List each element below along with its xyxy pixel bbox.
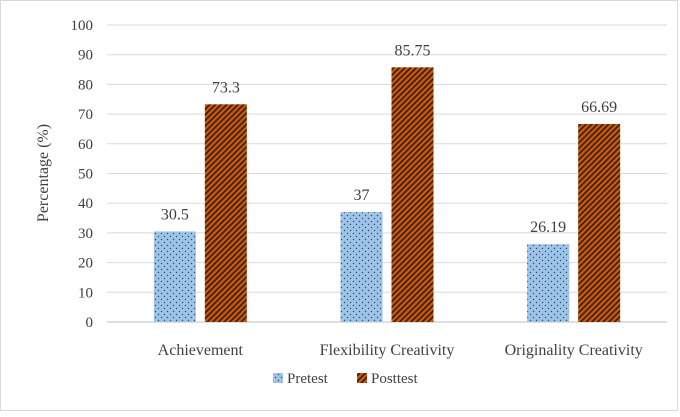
legend-swatch-posttest — [357, 373, 367, 383]
data-label: 30.5 — [161, 206, 189, 223]
x-category-label: Achievement — [158, 342, 244, 359]
y-tick-label: 30 — [78, 226, 93, 242]
y-tick-label: 20 — [78, 256, 93, 272]
y-tick-label: 80 — [78, 77, 93, 93]
data-label: 66.69 — [581, 99, 617, 116]
data-labels: 30.5 73.3 37 85.75 26.19 66.69 — [161, 42, 617, 236]
bar-pretest — [527, 244, 570, 322]
bars — [153, 67, 621, 323]
legend-label-posttest: Posttest — [371, 371, 419, 387]
bar-pretest — [153, 231, 196, 322]
x-category-label: Originality Creativity — [505, 342, 643, 359]
y-tick-label: 60 — [78, 137, 93, 153]
y-tick-label: 100 — [71, 18, 94, 34]
bar-pretest — [340, 212, 383, 322]
data-label: 37 — [354, 187, 370, 204]
legend-label-pretest: Pretest — [287, 371, 329, 387]
data-label: 26.19 — [530, 219, 566, 236]
y-tick-label: 0 — [86, 315, 94, 331]
legend: Pretest Posttest — [273, 371, 419, 387]
bar-posttest — [391, 67, 434, 322]
y-tick-label: 90 — [78, 48, 93, 64]
data-label: 73.3 — [212, 79, 240, 96]
bar-posttest — [204, 104, 247, 322]
bar-posttest — [578, 123, 621, 323]
axes: 0 10 20 30 40 50 60 70 80 90 100 Achievement Flexibi… — [71, 18, 667, 359]
y-axis-title: Percentage (%) — [35, 124, 52, 222]
x-category-label: Flexibility Creativity — [320, 342, 455, 359]
y-tick-label: 50 — [78, 167, 93, 183]
legend-swatch-pretest — [273, 373, 283, 383]
data-label: 85.75 — [395, 42, 431, 59]
y-tick-label: 10 — [78, 285, 93, 301]
y-tick-label: 70 — [78, 107, 93, 123]
y-tick-label: 40 — [78, 196, 93, 212]
gridlines — [107, 24, 667, 293]
